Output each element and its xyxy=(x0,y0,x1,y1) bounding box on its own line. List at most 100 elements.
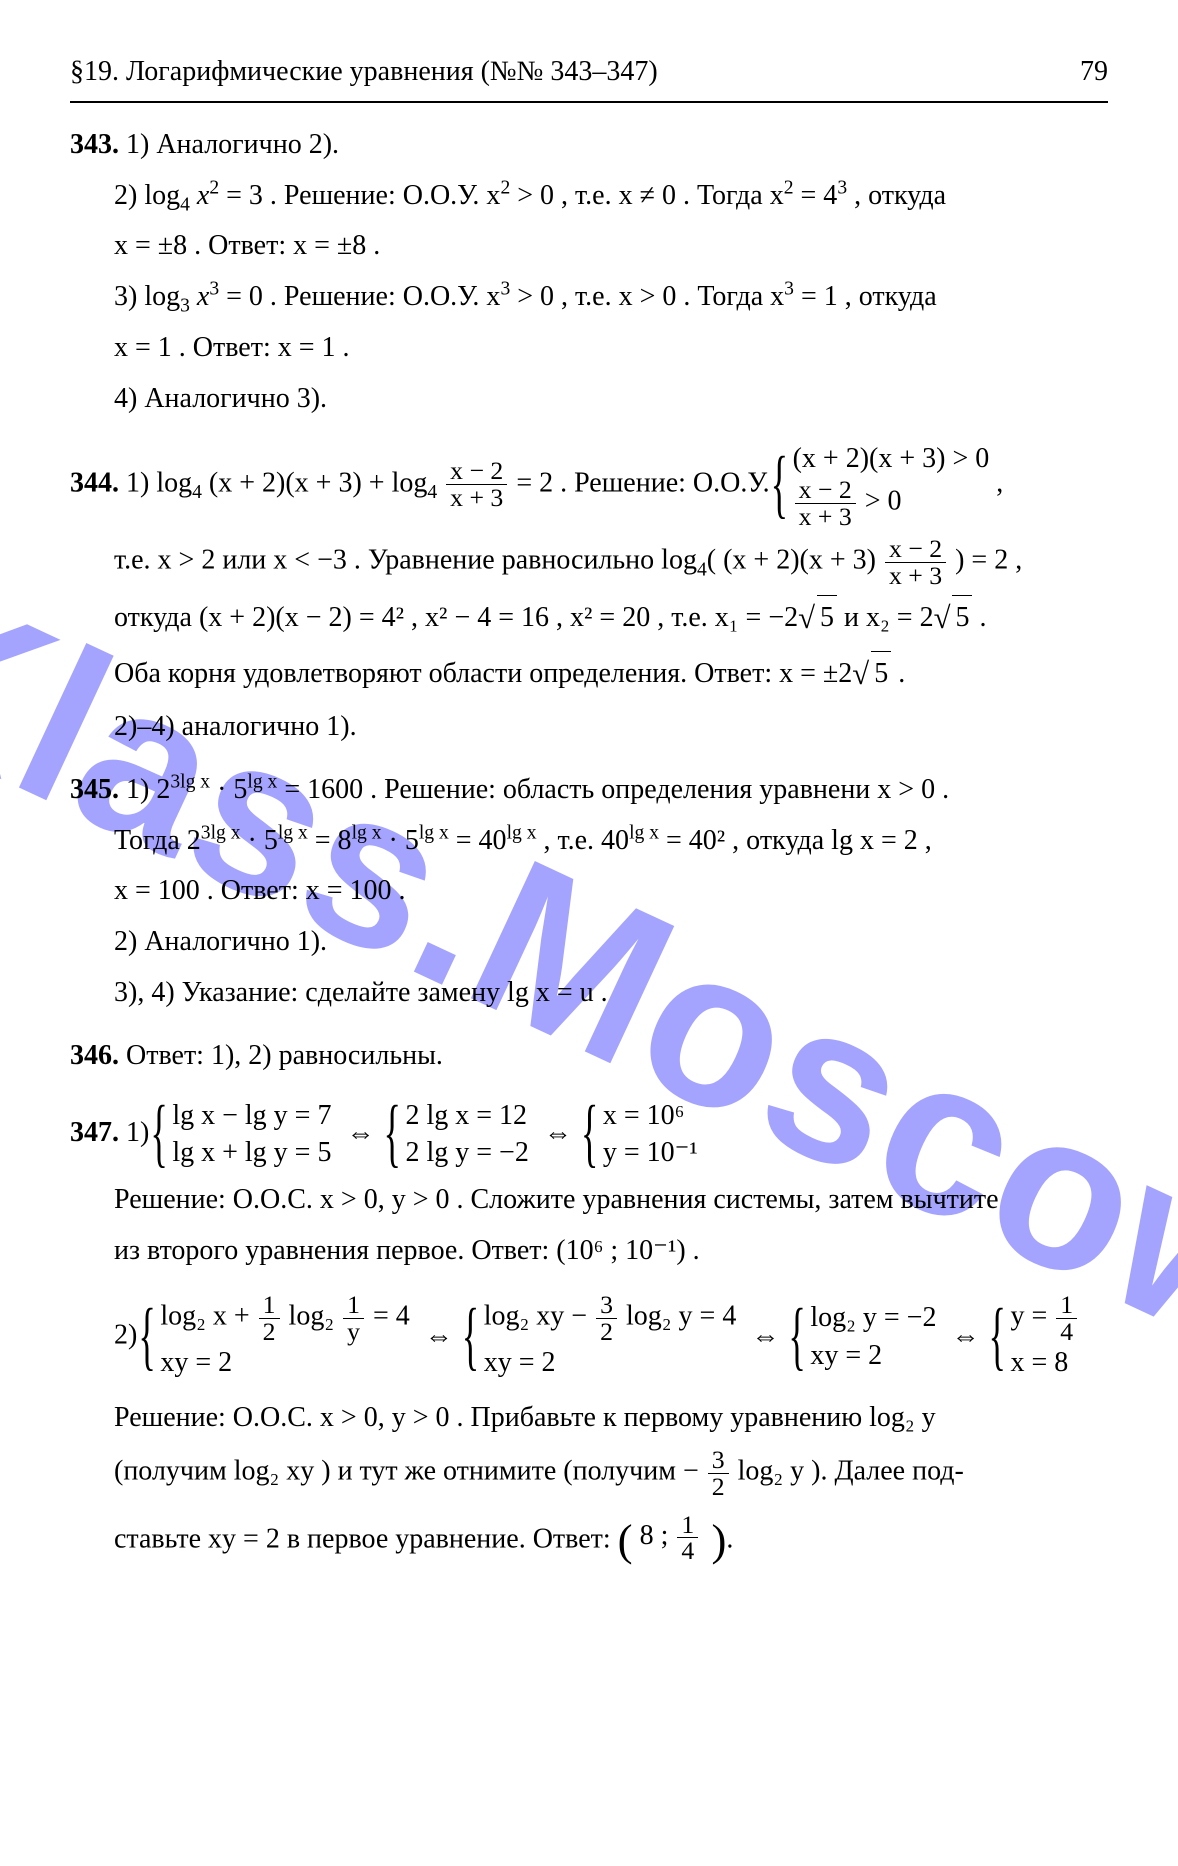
t: 1) 2 xyxy=(126,774,170,805)
sys-row: log₂ xy − 32 log₂ y = 4 xyxy=(484,1292,737,1345)
t: 1) log xyxy=(126,467,192,498)
t: откуда (x + 2)(x − 2) = 4² , x² − 4 = 16… xyxy=(114,602,798,633)
p344-number: 344. xyxy=(70,467,119,498)
system: lg x − lg y = 7 lg x + lg y = 5 xyxy=(156,1097,331,1173)
t: lg x xyxy=(419,822,449,843)
equiv-icon: ⇔ xyxy=(346,1112,374,1157)
t: = 40 xyxy=(449,825,507,856)
p345-line1: 345. 1) 23lg x · 5lg x = 1600 . Решение:… xyxy=(70,768,1108,813)
fraction: 32 xyxy=(594,1292,619,1345)
t: x xyxy=(190,180,209,211)
sys-row: xy = 2 xyxy=(484,1344,737,1382)
p347-line1: 347. 1) lg x − lg y = 7 lg x + lg y = 5 … xyxy=(70,1097,1108,1173)
p347-line2: Решение: О.О.С. x > 0, y > 0 . Сложите у… xyxy=(114,1178,1108,1223)
problem-343: 343. 1) Аналогично 2). 2) log4 x2 = 3 . … xyxy=(70,123,1108,422)
t: lg x xyxy=(507,822,537,843)
t: 4 xyxy=(427,482,437,503)
t: ставьте xy = 2 в первое уравнение. Ответ… xyxy=(114,1524,618,1555)
t: . xyxy=(972,602,986,633)
t: ( (x + 2)(x + 3) xyxy=(707,545,883,576)
t: Тогда 2 xyxy=(114,825,201,856)
t: 3 xyxy=(500,279,510,300)
t: log₂ y ). Далее под- xyxy=(731,1456,964,1487)
t: 3) log xyxy=(114,281,180,312)
num: 3 xyxy=(596,1292,617,1319)
system: (x + 2)(x + 3) > 0 x − 2x + 3 > 0 xyxy=(777,440,990,530)
den: x + 3 xyxy=(446,485,507,511)
p347-number: 347. xyxy=(70,1117,119,1148)
t: lg x xyxy=(352,822,382,843)
t: · 5 xyxy=(210,774,247,805)
t: ) = 2 , xyxy=(948,545,1022,576)
t: . xyxy=(726,1524,733,1555)
sys-row: log₂ y = −2 xyxy=(810,1299,936,1337)
t: = 1600 . Решение: область определения ур… xyxy=(277,774,949,805)
sqrt: 5 xyxy=(952,595,972,641)
t: 3 xyxy=(209,279,219,300)
p345-line3: x = 100 . Ответ: x = 100 . xyxy=(114,869,1108,914)
t: = 2 . Решение: О.О.У. xyxy=(516,467,776,498)
den: y xyxy=(343,1319,364,1345)
sys-row: x − 2x + 3 > 0 xyxy=(793,477,990,530)
den: x + 3 xyxy=(885,563,946,589)
t: log₂ xyxy=(282,1300,342,1331)
radical-icon: √ xyxy=(798,601,815,635)
equiv-icon: ⇔ xyxy=(544,1112,572,1157)
den: 2 xyxy=(708,1474,729,1500)
num: 1 xyxy=(677,1512,698,1539)
p344-line1: 344. 1) log4 (x + 2)(x + 3) + log4 x − 2… xyxy=(70,440,1108,530)
p347-line4: 2) log₂ x + 12 log₂ 1y = 4 xy = 2 ⇔ log₂… xyxy=(114,1292,1108,1382)
fraction: x − 2x + 3 xyxy=(444,458,509,511)
t: x xyxy=(190,281,209,312)
fraction: 32 xyxy=(706,1447,731,1500)
den: 4 xyxy=(1056,1319,1077,1345)
t: 2 xyxy=(209,177,219,198)
t: > 0 , т.е. x > 0 . Тогда x xyxy=(510,281,784,312)
t: = 4 xyxy=(794,180,838,211)
equiv-icon: ⇔ xyxy=(951,1315,979,1360)
system: log₂ x + 12 log₂ 1y = 4 xy = 2 xyxy=(144,1292,409,1382)
p343-line1: 343. 1) Аналогично 2). xyxy=(70,123,1108,168)
page-content: §19. Логарифмические уравнения (№№ 343–3… xyxy=(0,0,1178,1655)
num: 3 xyxy=(708,1447,729,1474)
page: Klass.Moscow §19. Логарифмические уравне… xyxy=(0,0,1178,1866)
sqrt: 5 xyxy=(871,651,891,697)
problem-345: 345. 1) 23lg x · 5lg x = 1600 . Решение:… xyxy=(70,768,1108,1016)
system: 2 lg x = 12 2 lg y = −2 xyxy=(389,1097,528,1173)
paren-open-icon: ( xyxy=(618,1515,633,1565)
t: 8 ; xyxy=(633,1520,676,1551)
t: и x₂ = 2 xyxy=(837,602,934,633)
t: · 5 xyxy=(382,825,419,856)
sys-row: (x + 2)(x + 3) > 0 xyxy=(793,440,990,478)
p343-line2b: x = ±8 . Ответ: x = ±8 . xyxy=(114,224,1108,269)
t: (получим log₂ xy ) и тут же отнимите (по… xyxy=(114,1456,706,1487)
sys-row: xy = 2 xyxy=(810,1337,936,1375)
p343-number: 343. xyxy=(70,129,119,160)
paren-close-icon: ) xyxy=(700,1515,726,1565)
t: Оба корня удовлетворяют области определе… xyxy=(114,658,852,689)
sys-row: lg x + lg y = 5 xyxy=(172,1134,331,1172)
p346-number: 346. xyxy=(70,1040,119,1071)
p343-line2a: 2) log4 x2 = 3 . Решение: О.О.У. x2 > 0 … xyxy=(114,174,1108,219)
p343-l1: 1) Аналогично 2). xyxy=(126,129,339,160)
p343-line4: 4) Аналогично 3). xyxy=(114,377,1108,422)
t: > 0 xyxy=(858,486,902,517)
t: , xyxy=(996,467,1003,498)
t: lg x xyxy=(278,822,308,843)
sys-row: log₂ x + 12 log₂ 1y = 4 xyxy=(160,1292,409,1345)
t: 3 xyxy=(784,279,794,300)
fraction: x − 2x + 3 xyxy=(793,477,858,530)
p345-line4: 2) Аналогично 1). xyxy=(114,920,1108,965)
p347-line5: Решение: О.О.С. x > 0, y > 0 . Прибавьте… xyxy=(114,1396,1108,1441)
p343-line3b: x = 1 . Ответ: x = 1 . xyxy=(114,326,1108,371)
num: 1 xyxy=(259,1292,280,1319)
p345-line2: Тогда 23lg x · 5lg x = 8lg x · 5lg x = 4… xyxy=(114,819,1108,864)
t: = 0 . Решение: О.О.У. x xyxy=(219,281,500,312)
t: (x + 2)(x + 3) + log xyxy=(202,467,427,498)
t: = 3 . Решение: О.О.У. x xyxy=(219,180,500,211)
t: 2) log xyxy=(114,180,180,211)
problem-347: 347. 1) lg x − lg y = 7 lg x + lg y = 5 … xyxy=(70,1097,1108,1578)
sqrt: 5 xyxy=(817,595,837,641)
den: 2 xyxy=(596,1319,617,1345)
equiv-icon: ⇔ xyxy=(751,1315,779,1360)
